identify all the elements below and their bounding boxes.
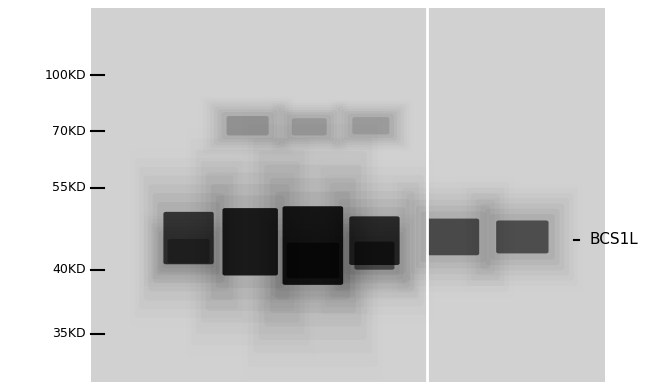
FancyBboxPatch shape bbox=[354, 242, 395, 270]
Text: 70KD: 70KD bbox=[52, 125, 86, 138]
FancyBboxPatch shape bbox=[352, 117, 389, 134]
FancyBboxPatch shape bbox=[427, 218, 479, 255]
Text: 35KD: 35KD bbox=[52, 327, 86, 340]
FancyBboxPatch shape bbox=[349, 216, 400, 265]
FancyBboxPatch shape bbox=[163, 212, 214, 264]
Text: BCS1L: BCS1L bbox=[589, 232, 638, 247]
Text: 100KD: 100KD bbox=[44, 69, 86, 82]
Text: 55KD: 55KD bbox=[52, 181, 86, 194]
FancyBboxPatch shape bbox=[292, 118, 327, 135]
FancyBboxPatch shape bbox=[287, 243, 339, 278]
FancyBboxPatch shape bbox=[496, 220, 549, 254]
FancyBboxPatch shape bbox=[227, 116, 268, 135]
FancyBboxPatch shape bbox=[283, 206, 343, 285]
FancyBboxPatch shape bbox=[222, 208, 278, 275]
Text: 40KD: 40KD bbox=[52, 263, 86, 277]
FancyBboxPatch shape bbox=[168, 239, 209, 263]
